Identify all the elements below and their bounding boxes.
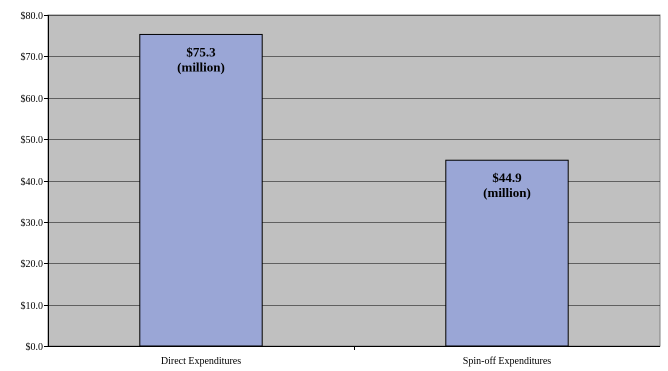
data-label-2-line-2: (million) bbox=[483, 185, 531, 200]
y-tick-label: $70.0 bbox=[21, 52, 44, 63]
y-tick-label: $80.0 bbox=[21, 11, 44, 22]
bar-1 bbox=[139, 33, 263, 347]
y-tick-label: $10.0 bbox=[21, 301, 44, 312]
y-tick-label: $50.0 bbox=[21, 135, 44, 146]
y-tick-label: $40.0 bbox=[21, 177, 44, 188]
data-label-2-line-1: $44.9 bbox=[492, 170, 522, 185]
bars bbox=[139, 33, 569, 347]
bar-2 bbox=[445, 159, 569, 347]
data-label-1-line-2: (million) bbox=[177, 59, 225, 74]
x-category-label: Direct Expenditures bbox=[161, 356, 241, 367]
data-label-1-line-1: $75.3 bbox=[186, 44, 216, 59]
y-tick-label: $20.0 bbox=[21, 259, 44, 270]
data-labels: $75.3(million)$44.9(million) bbox=[177, 44, 531, 200]
y-tick-label: $60.0 bbox=[21, 94, 44, 105]
y-axis-tick-labels: $0.0 $10.0 $20.0 $30.0 $40.0 $50.0 $60.0 $70.0 $… bbox=[21, 11, 48, 353]
x-category-label: Spin-off Expenditures bbox=[463, 356, 552, 367]
y-tick-label: $30.0 bbox=[21, 218, 44, 229]
y-tick-label: $0.0 bbox=[26, 342, 44, 353]
x-axis-category-labels: Direct Expenditures Spin-off Expenditures bbox=[161, 346, 551, 367]
